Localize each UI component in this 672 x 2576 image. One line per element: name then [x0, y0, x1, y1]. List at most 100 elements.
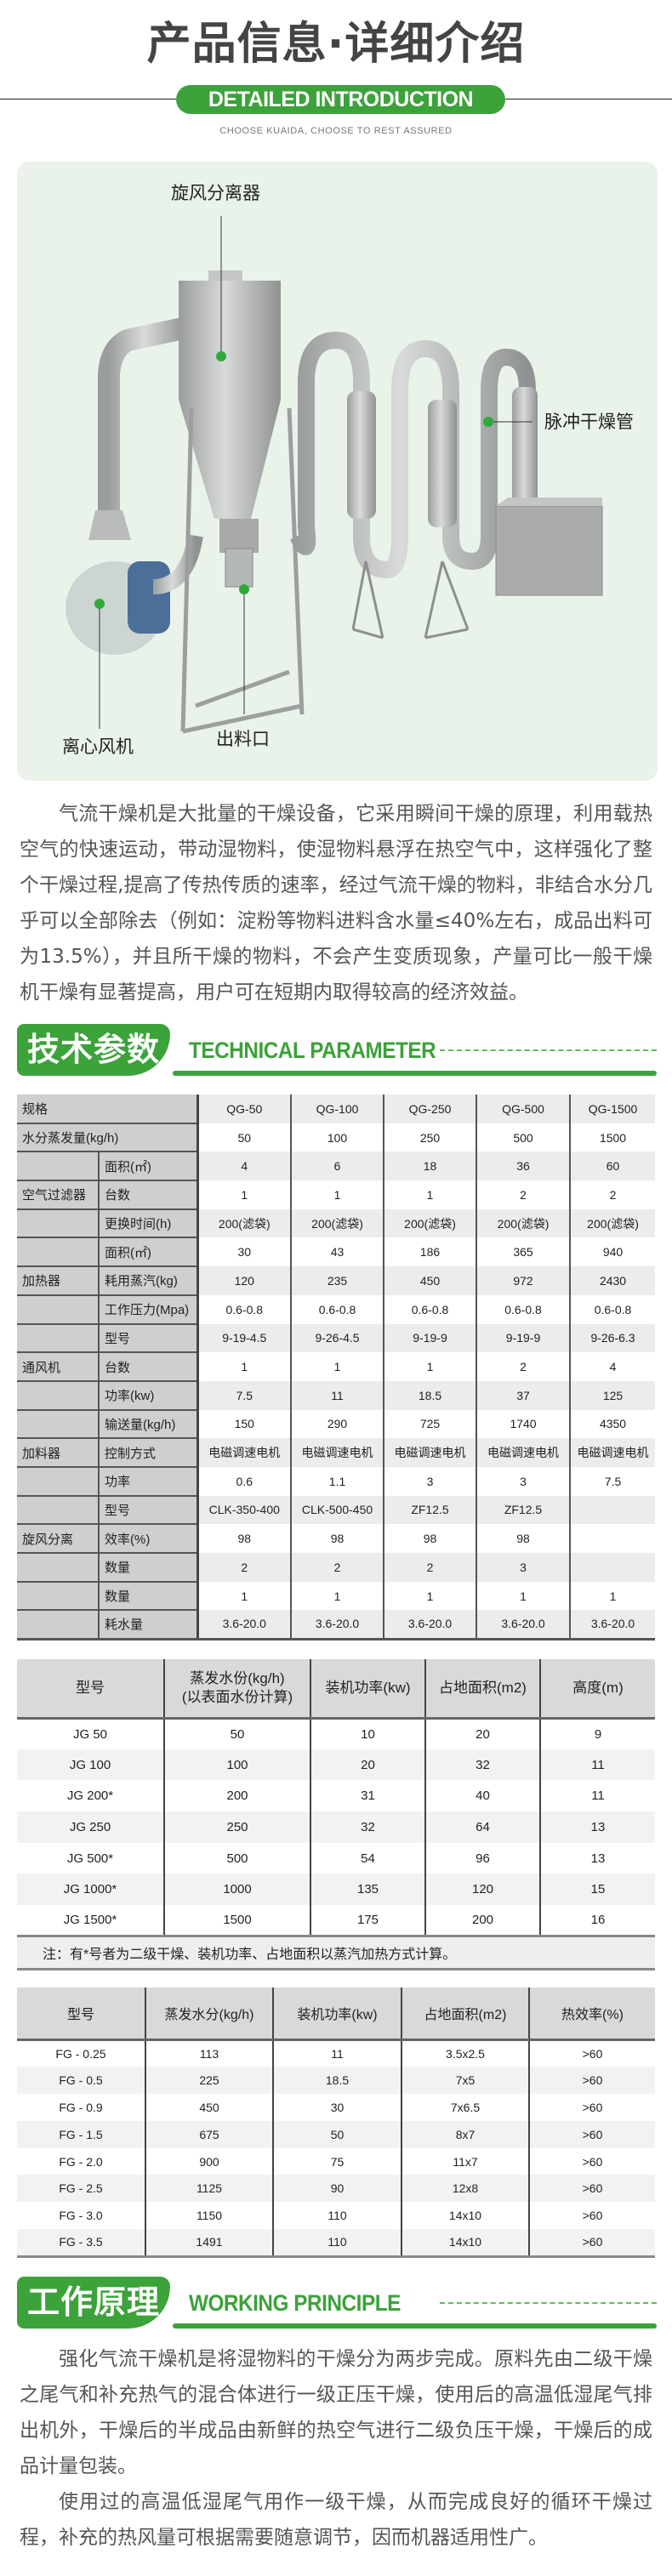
- value-cell: 3.6-20.0: [291, 1610, 385, 1641]
- table-row: 工作压力(Mpa) 0.6-0.8 0.6-0.8 0.6-0.8 0.6-0.8 0.6…: [17, 1294, 656, 1325]
- row-label: 面积(㎡): [99, 1237, 199, 1268]
- table-cell: 675: [145, 2120, 274, 2148]
- group-label: 加料器: [17, 1438, 100, 1468]
- tech-section-subtitle: TECHNICAL PARAMETER: [189, 1038, 436, 1063]
- value-cell: 98: [476, 1524, 572, 1553]
- row-label: 输送量(kg/h): [99, 1409, 199, 1440]
- value-cell: 3: [384, 1466, 478, 1496]
- table-row: 水分蒸发量(kg/h) 50 100 250 500 1500: [17, 1123, 656, 1153]
- value-cell: 18: [384, 1152, 478, 1181]
- intro-text: 气流干燥机是大批量的干燥设备，它采用瞬间干燥的原理，利用载热空气的快速运动，带动…: [20, 803, 652, 1004]
- table-row: 型号 9-19-4.5 9-26-4.5 9-19-9 9-19-9 9-26-6.3: [17, 1323, 656, 1354]
- column-header: 型号: [17, 1987, 146, 2041]
- value-cell: 7.5: [197, 1380, 293, 1410]
- group-label: 旋风分离: [17, 1524, 100, 1554]
- table-cell: 250: [164, 1811, 311, 1843]
- model-header-cell: QG-250: [384, 1095, 478, 1123]
- value-cell: 1: [476, 1581, 572, 1611]
- table-cell: 9: [594, 1726, 602, 1742]
- value-cell: 98: [197, 1524, 293, 1553]
- table-cell: 30: [273, 2093, 402, 2121]
- principle-section-dash: [440, 2302, 657, 2304]
- table-row: 数量 2 2 2 3: [17, 1553, 656, 1583]
- value-cell: 2430: [570, 1266, 656, 1295]
- value-cell: 1: [384, 1180, 478, 1209]
- value-cell: 3: [476, 1553, 572, 1582]
- table-note: 注：有*号者为二级干燥、装机功率、占地面积以蒸汽加热方式计算。: [17, 1935, 655, 1971]
- table-cell: 135: [310, 1874, 426, 1906]
- value-cell: 1: [291, 1352, 385, 1381]
- value-cell: 186: [384, 1237, 478, 1267]
- table-row: FG - 2.5 1125 90 12x8 >60: [17, 2175, 655, 2203]
- divider-left: [0, 99, 176, 100]
- table-cell: 900: [145, 2147, 274, 2175]
- intro-badge: DETAILED INTRODUCTION: [176, 85, 505, 114]
- table-cell: 75: [273, 2147, 402, 2175]
- value-cell: 9-26-4.5: [291, 1323, 385, 1353]
- value-cell: 0.6-0.8: [384, 1294, 478, 1324]
- value-cell: 1: [197, 1180, 293, 1209]
- principle-section-subtitle: WORKING PRINCIPLE: [189, 2290, 401, 2316]
- value-cell: 电磁调速电机: [291, 1438, 385, 1467]
- value-cell: 1: [197, 1352, 293, 1381]
- value-cell: 4: [197, 1152, 293, 1181]
- table-cell: 1491: [145, 2229, 274, 2258]
- table-cell: >60: [582, 2046, 603, 2061]
- table-cell: >60: [582, 2209, 603, 2223]
- value-cell: 0.6: [197, 1466, 293, 1496]
- group-label: 加热器: [17, 1266, 100, 1296]
- table-row: 耗水量 3.6-20.0 3.6-20.0 3.6-20.0 3.6-20.0 3.6-2…: [17, 1610, 656, 1641]
- table-row: 旋风分离 效率(%) 98 98 98 98: [17, 1524, 656, 1554]
- value-cell: 2: [384, 1553, 478, 1582]
- group-label: 通风机: [17, 1352, 100, 1382]
- table-row: FG - 0.25 113 11 3.5x2.5 >60: [17, 2039, 655, 2067]
- table-cell: 15: [540, 1874, 655, 1906]
- table-cell: 13: [540, 1811, 655, 1843]
- value-cell: [570, 1553, 656, 1582]
- table-cell: 14x10: [401, 2202, 530, 2230]
- value-cell: 120: [197, 1266, 293, 1295]
- group-label: [17, 1466, 100, 1497]
- value-cell: 4: [570, 1352, 656, 1381]
- value-cell: 200(滤袋): [384, 1208, 478, 1238]
- model-header-cell: QG-100: [291, 1095, 385, 1123]
- row-label: 效率(%): [99, 1524, 199, 1554]
- table-cell: FG - 2.0: [17, 2147, 146, 2175]
- value-cell: 36: [476, 1152, 572, 1181]
- tech-section-bar: [173, 1071, 657, 1076]
- table-cell: JG 250: [17, 1811, 165, 1843]
- row-label: 型号: [99, 1495, 199, 1526]
- table-row: JG 50 50 10 20 9: [17, 1718, 655, 1749]
- group-label: [17, 1409, 100, 1440]
- table-cell: 175: [310, 1905, 426, 1936]
- column-header: 热效率(%): [529, 1987, 655, 2041]
- group-label: 空气过滤器: [17, 1180, 100, 1210]
- table-header-row: 型号 蒸发水分(kg/h) 装机功率(kw) 占地面积(m2) 热效率(%): [17, 1987, 655, 2041]
- table-cell: 14x10: [401, 2229, 530, 2258]
- table-cell: 32: [425, 1749, 541, 1781]
- column-header: 蒸发水份(kg/h) (以表面水份计算): [164, 1659, 311, 1720]
- value-cell: 98: [291, 1524, 385, 1553]
- value-cell: 60: [570, 1152, 656, 1181]
- value-cell: 1.1: [291, 1466, 385, 1496]
- table-cell: FG - 2.5: [17, 2175, 146, 2203]
- table-row: FG - 2.0 900 75 11x7 >60: [17, 2147, 655, 2175]
- table-cell: 110: [273, 2229, 402, 2258]
- value-cell: [570, 1524, 656, 1553]
- callout-centrifugal-fan: 离心风机: [62, 736, 134, 757]
- row-label: 控制方式: [99, 1438, 199, 1468]
- callout-pulse-drying-tube: 脉冲干燥管: [544, 412, 634, 432]
- row-label: 面积(㎡): [99, 1152, 199, 1182]
- table-row: 更换时间(h) 200(滤袋) 200(滤袋) 200(滤袋) 200(滤袋) 200(滤…: [17, 1208, 656, 1239]
- principle-section-bar: [173, 2323, 657, 2329]
- model-header-cell: QG-1500: [570, 1095, 656, 1123]
- value-cell: 500: [476, 1123, 572, 1152]
- value-cell: 1: [197, 1581, 293, 1611]
- value-cell: 0.6-0.8: [476, 1294, 572, 1324]
- table-row: FG - 0.9 450 30 7x6.5 >60: [17, 2093, 655, 2121]
- table-cell: 1000: [164, 1874, 311, 1906]
- table-cell: >60: [582, 2154, 603, 2169]
- value-cell: ZF12.5: [384, 1495, 478, 1525]
- table-row: FG - 0.5 225 18.5 7x5 >60: [17, 2066, 655, 2094]
- table-cell: 20: [425, 1718, 541, 1749]
